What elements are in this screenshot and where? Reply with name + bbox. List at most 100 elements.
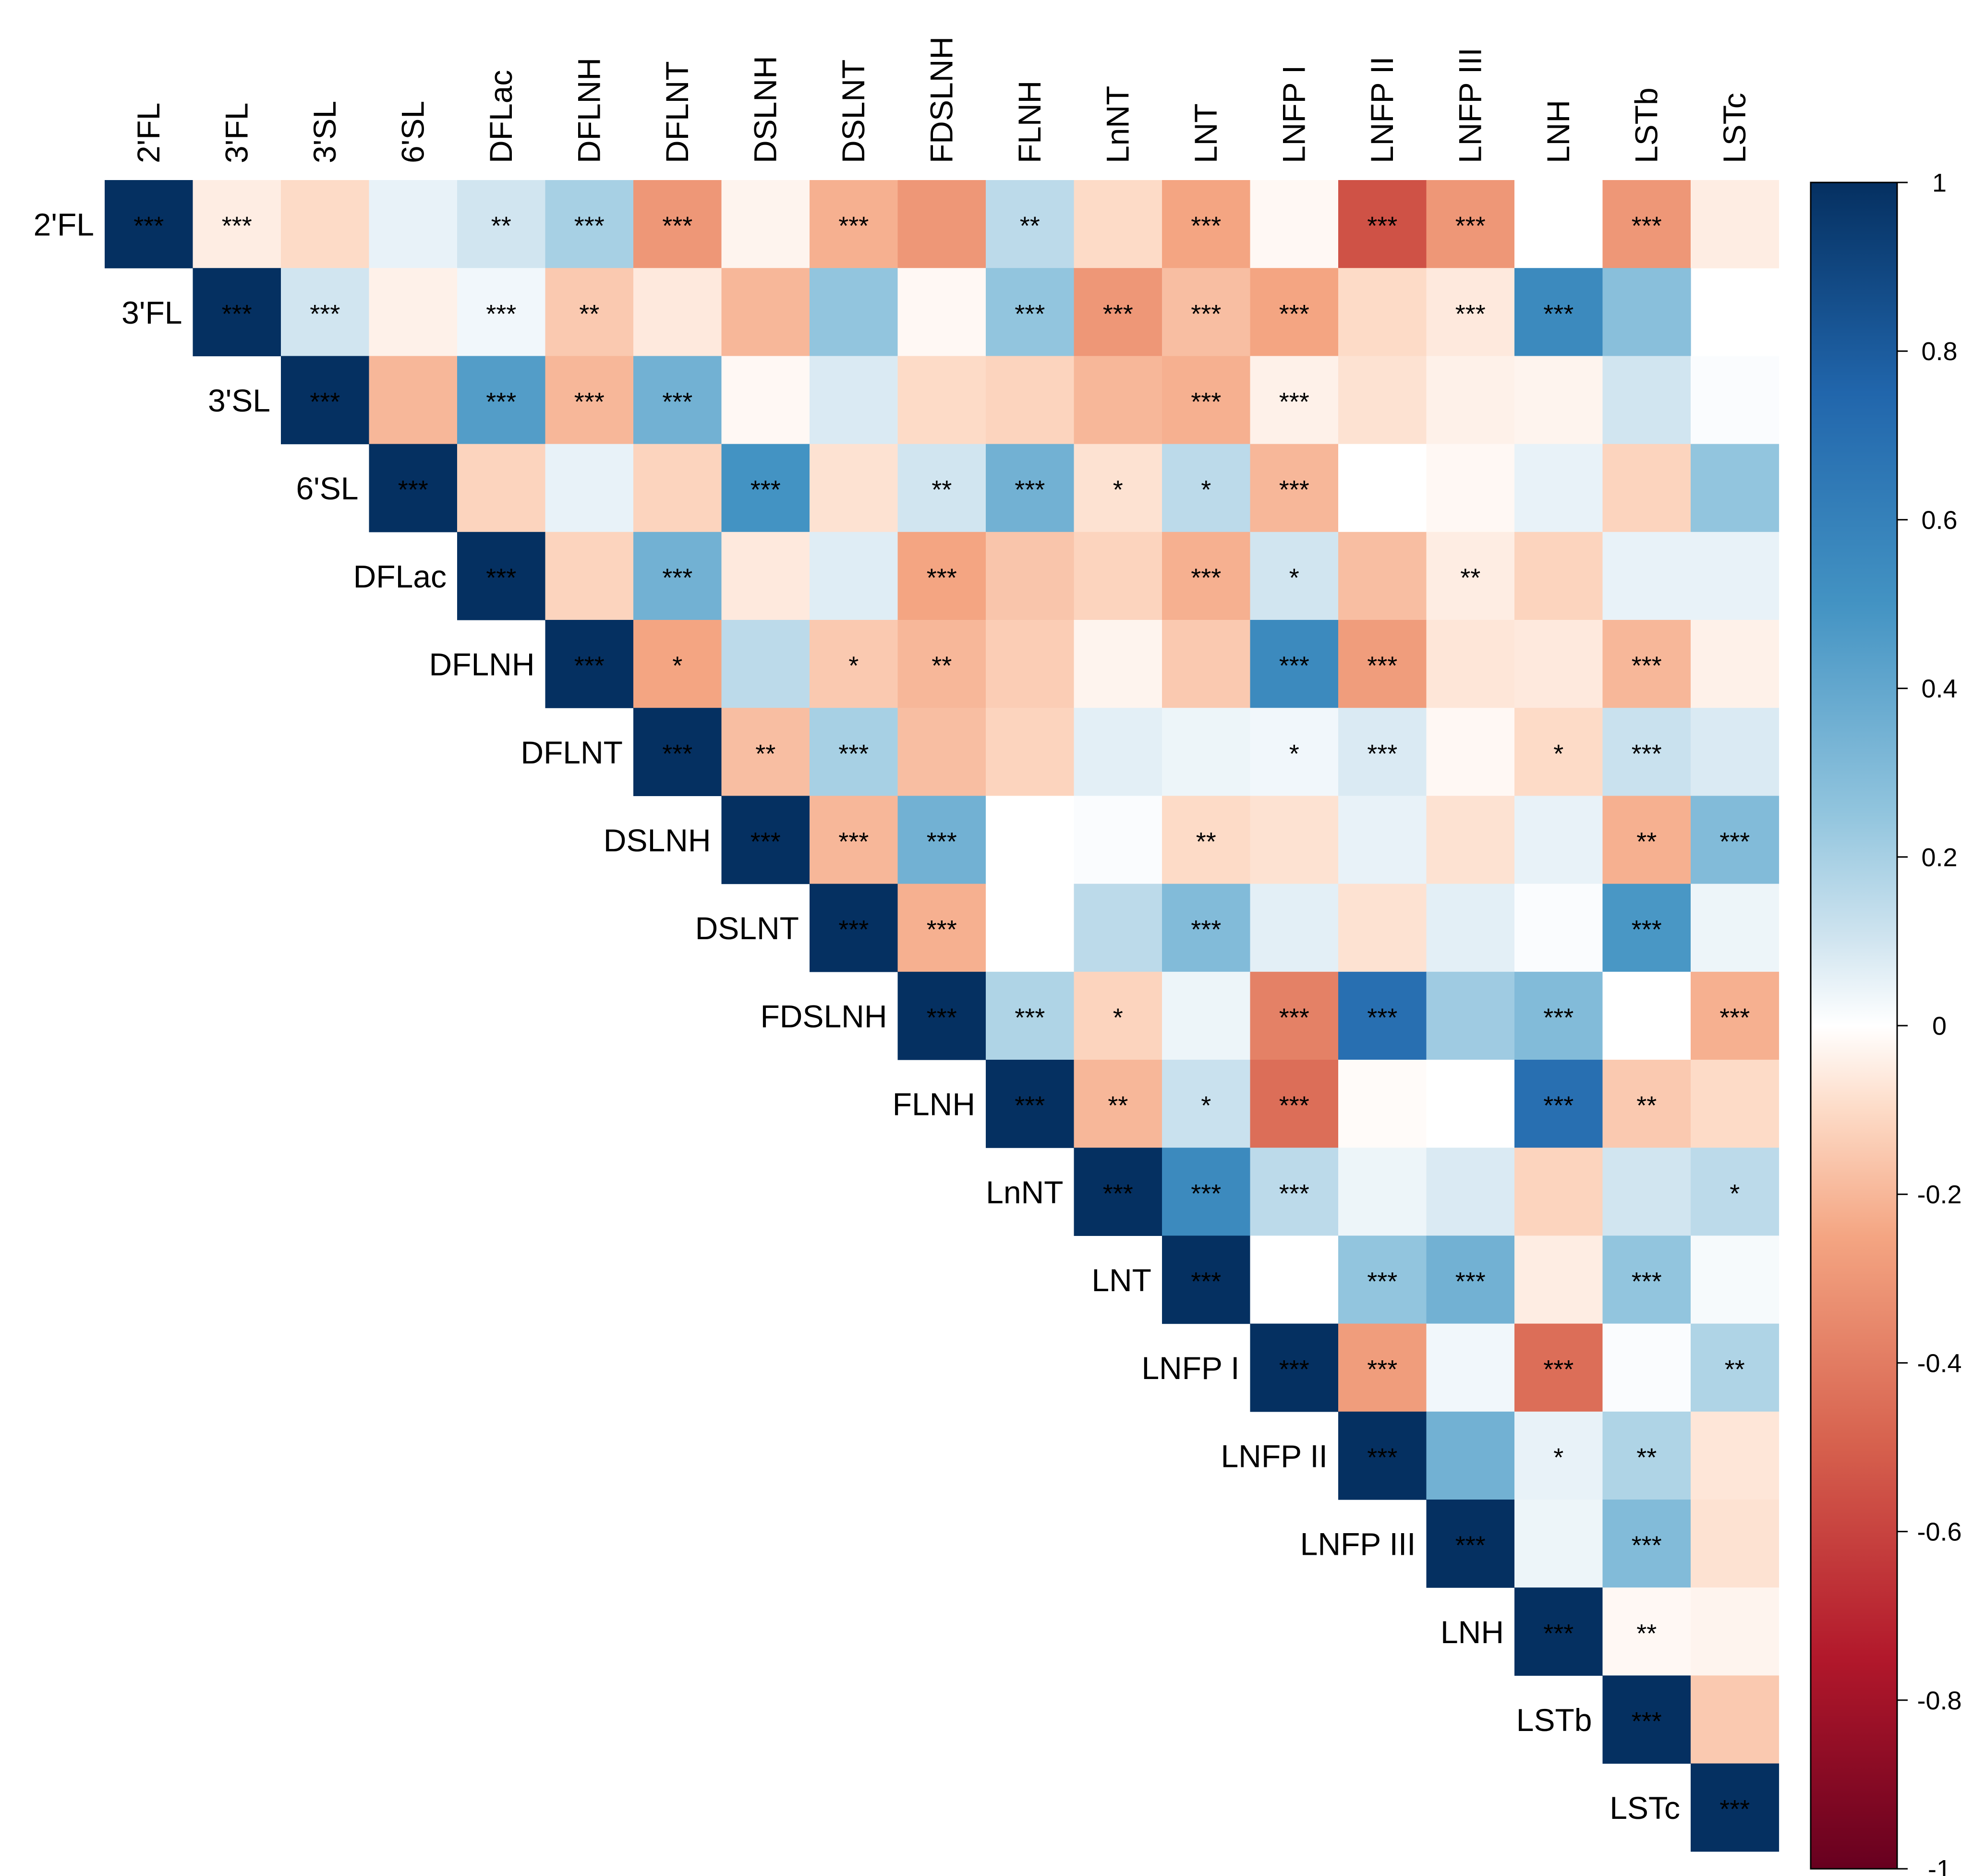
heatmap-cell [457, 268, 546, 356]
heatmap-cell [1162, 708, 1251, 796]
significance-marker: *** [1191, 1267, 1221, 1296]
heatmap-cell [1250, 1148, 1339, 1236]
significance-marker: ** [755, 739, 775, 768]
column-label: LNFP II [1364, 56, 1400, 163]
row-labels: 2'FL 3'FL 3'SL 6'SL DFLac DFLNH DFLNT DSLNH DSLN… [34, 207, 1680, 1826]
significance-marker: *** [1632, 212, 1662, 241]
heatmap-cell [986, 620, 1075, 708]
heatmap-cell [1074, 620, 1162, 708]
heatmap-cell [986, 708, 1075, 796]
significance-marker: *** [574, 387, 605, 416]
significance-marker: *** [574, 652, 605, 680]
row-label: DFLNT [520, 735, 623, 770]
heatmap-cell [1691, 620, 1779, 708]
heatmap-cell [1250, 708, 1339, 796]
heatmap-cell [1514, 1323, 1603, 1412]
heatmap-cell [1514, 1587, 1603, 1676]
significance-marker: *** [1279, 1003, 1309, 1032]
heatmap-cell [1514, 1411, 1603, 1500]
colorbar-gradient [1810, 182, 1898, 1870]
heatmap-cell [810, 884, 898, 972]
heatmap-cell [1514, 180, 1603, 268]
heatmap-cell [986, 268, 1075, 356]
heatmap-cell [1691, 1675, 1779, 1764]
heatmap-cell [1691, 1763, 1779, 1852]
column-label: LNH [1540, 100, 1576, 163]
row-label: FDSLNH [760, 998, 887, 1034]
significance-marker: *** [1279, 300, 1309, 328]
heatmap-cell [457, 444, 546, 533]
significance-marker: *** [1279, 1091, 1309, 1120]
heatmap-cell [281, 180, 370, 268]
heatmap-cell [897, 796, 986, 884]
heatmap-cell [1514, 1148, 1603, 1236]
significance-marker: * [1289, 739, 1299, 768]
heatmap-cell [1338, 796, 1427, 884]
heatmap-cell [897, 268, 986, 356]
heatmap-cell [1338, 1323, 1427, 1412]
column-label: DFLac [483, 70, 519, 163]
significance-marker: ** [579, 300, 599, 328]
heatmap-cells [105, 180, 1779, 1852]
significance-marker: *** [486, 387, 516, 416]
heatmap-cell [897, 620, 986, 708]
heatmap-cell [1074, 532, 1162, 620]
heatmap-cell [986, 796, 1075, 884]
heatmap-cell [1426, 1411, 1515, 1500]
significance-marker: * [848, 652, 859, 680]
significance-marker: *** [1632, 1267, 1662, 1296]
heatmap-cell [1426, 1500, 1515, 1588]
significance-marker: *** [1015, 300, 1045, 328]
heatmap-cell [1691, 971, 1779, 1060]
heatmap-cell [1691, 708, 1779, 796]
significance-marker: * [1289, 563, 1299, 592]
significance-marker: *** [1719, 1795, 1750, 1824]
significance-marker: * [1201, 1091, 1211, 1120]
significance-marker: *** [1103, 300, 1133, 328]
heatmap-cell [1426, 356, 1515, 445]
heatmap-cell [1602, 1235, 1691, 1324]
row-label: FLNH [893, 1087, 975, 1122]
significance-marker: *** [1367, 1003, 1397, 1032]
heatmap-cell [1514, 444, 1603, 533]
significance-marker: *** [1455, 300, 1486, 328]
row-label: DFLNH [429, 647, 534, 682]
significance-marker: *** [1015, 1091, 1045, 1120]
colorbar: 1 0.8 0.6 0.4 0.2 0 -0.2 -0.4 -0.6 -0.8 -1 [1810, 169, 1962, 1876]
significance-marker: *** [1719, 827, 1750, 856]
significance-marker: *** [1279, 387, 1309, 416]
heatmap-cell [721, 532, 810, 620]
significance-marker: *** [486, 563, 516, 592]
heatmap-cell [1426, 1235, 1515, 1324]
heatmap-cell [986, 532, 1075, 620]
heatmap-cell [1691, 1411, 1779, 1500]
heatmap-cell [1514, 1235, 1603, 1324]
row-label: LNFP I [1141, 1350, 1239, 1386]
heatmap-cell [1250, 971, 1339, 1060]
significance-marker: *** [1103, 1179, 1133, 1208]
significance-marker: *** [662, 212, 692, 241]
column-label: DSLNT [835, 60, 871, 163]
heatmap-cell [1514, 1060, 1603, 1148]
colorbar-tick-label: 0.2 [1921, 843, 1957, 872]
significance-marker: *** [838, 827, 869, 856]
heatmap-cell [1426, 620, 1515, 708]
heatmap-cell [986, 884, 1075, 972]
heatmap-cell [1514, 532, 1603, 620]
heatmap-cell [633, 444, 722, 533]
significance-marker: *** [1191, 1179, 1221, 1208]
heatmap-cell [721, 796, 810, 884]
heatmap-cell [810, 180, 898, 268]
significance-marker: * [1553, 1443, 1563, 1472]
heatmap-cell [1074, 708, 1162, 796]
colorbar-tick-label: -0.2 [1917, 1180, 1961, 1209]
heatmap-cell [897, 884, 986, 972]
significance-marker: *** [1632, 1707, 1662, 1736]
significance-marker: *** [1543, 1619, 1573, 1648]
significance-marker: *** [750, 475, 781, 504]
heatmap-cell [281, 356, 370, 445]
heatmap-cell [1250, 1060, 1339, 1148]
heatmap-cell [1250, 1323, 1339, 1412]
heatmap-cell [810, 708, 898, 796]
